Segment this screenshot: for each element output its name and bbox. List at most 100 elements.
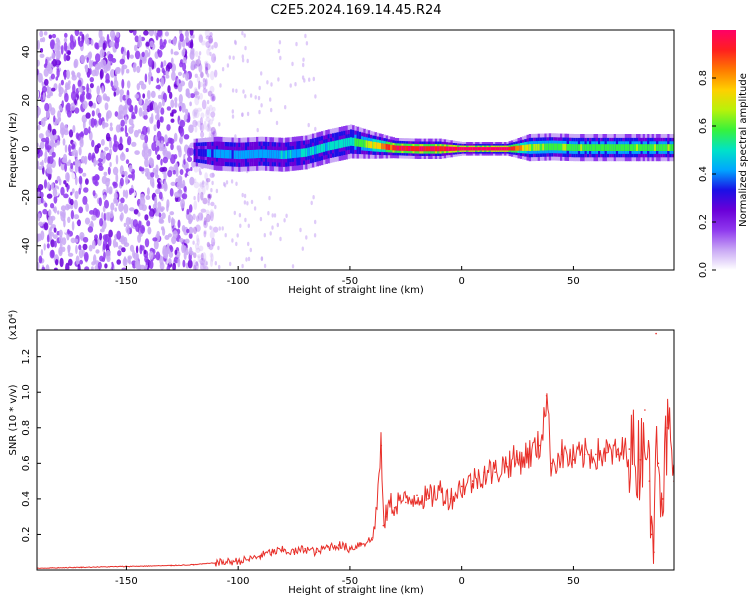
spectrogram-noise-cell bbox=[138, 34, 142, 44]
spectrogram-signal-cell bbox=[459, 147, 462, 151]
spectrogram-noise-cell bbox=[210, 188, 213, 193]
spectrogram-noise-cell bbox=[203, 230, 207, 238]
spectrogram-noise-cell bbox=[53, 227, 57, 233]
spectrogram-noise-cell bbox=[126, 49, 130, 60]
snr-line bbox=[37, 393, 674, 569]
spectrogram-noise-cell bbox=[223, 183, 227, 188]
spectrogram-noise-cell bbox=[96, 143, 101, 149]
spectrogram-noise-cell bbox=[147, 226, 152, 235]
spectrogram-signal-cell bbox=[327, 142, 331, 151]
spectrogram-signal-cell bbox=[392, 145, 395, 151]
spectrogram-noise-cell bbox=[37, 261, 40, 270]
spectrogram-noise-cell bbox=[198, 34, 204, 43]
spectrogram-signal-cell bbox=[595, 144, 599, 151]
spectrogram-noise-cell bbox=[299, 227, 302, 233]
spectrogram-noise-cell bbox=[75, 132, 80, 140]
spectrogram-signal-cell bbox=[249, 150, 252, 159]
spectrogram-noise-cell bbox=[78, 40, 84, 47]
snr-point bbox=[282, 549, 284, 552]
spectrogram-noise-cell bbox=[260, 71, 263, 76]
spectrogram-noise-cell bbox=[277, 77, 280, 82]
spectrogram-y-label: Frequency (Hz) bbox=[8, 112, 19, 188]
spectrogram-noise-cell bbox=[46, 193, 53, 199]
spectrogram-noise-cell bbox=[147, 57, 153, 67]
spectrogram-noise-cell bbox=[202, 252, 207, 262]
spectrogram-signal-cell bbox=[600, 144, 603, 151]
spectrogram-signal-cell bbox=[566, 144, 570, 151]
y-tick-label: -20 bbox=[21, 189, 32, 205]
spectrogram-noise-cell bbox=[78, 244, 82, 251]
spectrogram-noise-cell bbox=[66, 172, 70, 183]
spectrogram-noise-cell bbox=[67, 252, 74, 257]
spectrogram-signal-cell bbox=[320, 143, 324, 153]
spectrogram-noise-cell bbox=[119, 94, 123, 103]
spectrogram-signal-cell bbox=[399, 145, 402, 151]
spectrogram-noise-cell bbox=[143, 114, 148, 120]
spectrogram-noise-cell bbox=[119, 165, 124, 176]
spectrogram-noise-cell bbox=[310, 200, 313, 206]
spectrogram-noise-cell bbox=[213, 226, 219, 233]
spectrogram-signal-cell bbox=[439, 146, 442, 152]
spectrogram-noise-cell bbox=[71, 188, 75, 194]
spectrogram-noise-cell bbox=[201, 260, 207, 268]
spectrogram-noise-cell bbox=[170, 181, 176, 186]
spectrogram-noise-cell bbox=[50, 239, 55, 248]
spectrogram-noise-cell bbox=[106, 255, 111, 263]
spectrogram-signal-cell bbox=[455, 146, 458, 151]
spectrogram-noise-cell bbox=[121, 247, 126, 253]
spectrogram-noise-cell bbox=[205, 124, 212, 132]
spectrogram-noise-cell bbox=[183, 134, 190, 140]
spectrogram-noise-cell bbox=[154, 200, 158, 207]
spectrogram-noise-cell bbox=[197, 213, 202, 222]
spectrogram-noise-cell bbox=[68, 159, 72, 164]
spectrogram-noise-cell bbox=[50, 73, 56, 80]
spectrogram-noise-cell bbox=[108, 229, 113, 238]
spectrogram-noise-cell bbox=[149, 260, 154, 270]
spectrogram-noise-cell bbox=[46, 181, 51, 190]
spectrogram-noise-cell bbox=[105, 212, 110, 221]
spectrogram-signal-cell bbox=[658, 144, 661, 151]
spectrogram-noise-cell bbox=[49, 56, 52, 61]
spectrogram-noise-cell bbox=[170, 112, 174, 117]
spectrogram-noise-cell bbox=[160, 61, 164, 69]
spectrogram-noise-cell bbox=[205, 88, 209, 94]
spectrogram-noise-cell bbox=[101, 85, 105, 94]
spectrogram-signal-cell bbox=[298, 148, 302, 158]
spectrogram-noise-cell bbox=[47, 67, 53, 75]
spectrogram-noise-cell bbox=[49, 226, 53, 231]
spectrogram-signal-cell bbox=[303, 148, 306, 157]
snr-point bbox=[550, 462, 552, 465]
spectrogram-noise-cell bbox=[113, 192, 118, 201]
spectrogram-signal-cell bbox=[481, 147, 485, 151]
spectrogram-signal-cell bbox=[671, 144, 674, 151]
spectrogram-signal-cell bbox=[269, 149, 272, 159]
spectrogram-noise-cell bbox=[302, 62, 305, 68]
spectrogram-noise-cell bbox=[109, 162, 112, 167]
spectrogram-noise-cell bbox=[291, 61, 294, 67]
spectrogram-noise-cell bbox=[268, 195, 271, 201]
spectrogram-noise-cell bbox=[218, 122, 221, 127]
spectrogram-noise-cell bbox=[194, 109, 200, 119]
y-tick-label: 1.2 bbox=[21, 349, 32, 365]
spectrogram-noise-cell bbox=[64, 144, 68, 153]
spectrogram-noise-cell bbox=[159, 116, 163, 123]
spectrogram-noise-cell bbox=[236, 233, 239, 238]
spectrogram-signal-cell bbox=[271, 150, 275, 159]
spectrogram-noise-cell bbox=[208, 38, 213, 43]
spectrogram-noise-cell bbox=[161, 226, 165, 231]
spectrogram-noise-cell bbox=[258, 109, 261, 115]
snr-point bbox=[655, 332, 657, 335]
spectrogram-noise-cell bbox=[78, 187, 81, 195]
spectrogram-noise-cell bbox=[132, 249, 136, 259]
spectrogram-noise-cell bbox=[115, 241, 119, 248]
spectrogram-noise-cell bbox=[194, 73, 198, 79]
spectrogram-noise-cell bbox=[112, 166, 119, 176]
colorbar-tick-label: 0.0 bbox=[698, 262, 709, 278]
spectrogram-noise-cell bbox=[243, 33, 246, 38]
spectrogram-noise-cell bbox=[271, 213, 274, 218]
spectrogram-noise-cell bbox=[84, 64, 89, 73]
spectrogram-noise-cell bbox=[188, 188, 194, 194]
spectrogram-noise-cell bbox=[188, 80, 194, 89]
spectrogram-noise-cell bbox=[186, 228, 190, 234]
spectrogram-noise-cell bbox=[101, 120, 106, 129]
